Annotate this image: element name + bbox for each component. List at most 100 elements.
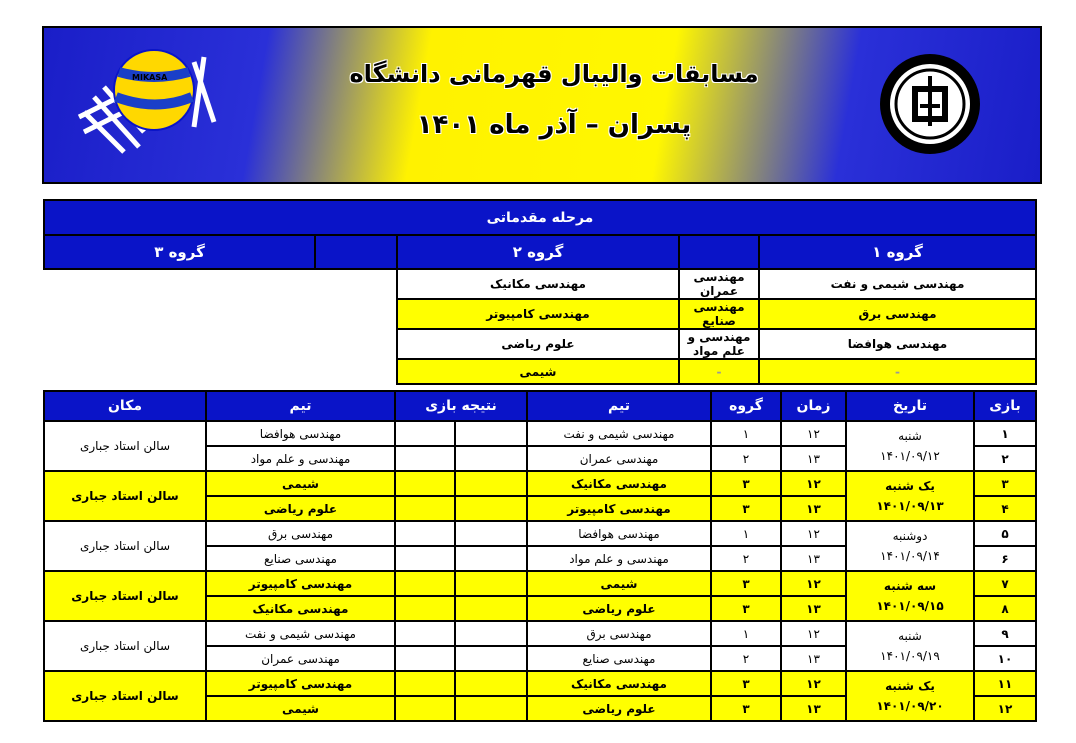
result-team2-cell[interactable] (394, 445, 456, 472)
ball-brand: MIKASA (132, 73, 168, 82)
time-cell: ۱۳ (780, 545, 847, 572)
column-header: مکان (43, 390, 207, 422)
result-team1-cell[interactable] (454, 570, 528, 597)
group-cell: ۲ (710, 545, 782, 572)
group-cell: ۱ (710, 520, 782, 547)
group-cell: ۲ (710, 645, 782, 672)
venue-cell: سالن استاد جباری (43, 570, 207, 622)
team2-cell: مهندسی عمران (205, 645, 396, 672)
result-team2-cell[interactable] (394, 495, 456, 522)
result-team1-cell[interactable] (454, 620, 528, 647)
column-header: نتیجه بازی (394, 390, 528, 422)
group-cell: ۳ (710, 695, 782, 722)
team1-cell: مهندسی و علم مواد (526, 545, 712, 572)
prelim-groups-table: مرحله مقدماتی گروه ۱ گروه ۲ گروه ۳ مهندس… (43, 199, 1037, 385)
date-cell: دوشنبه ۱۴۰۱/۰۹/۱۴ (845, 520, 975, 572)
group-cell: ۳ (710, 670, 782, 697)
team2-cell: مهندسی کامپیوتر (205, 570, 396, 597)
date-cell: سه شنبه ۱۴۰۱/۰۹/۱۵ (845, 570, 975, 622)
result-team2-cell[interactable] (394, 420, 456, 447)
spacer (678, 234, 760, 270)
table-row: ۷ سه شنبه ۱۴۰۱/۰۹/۱۵ ۱۲ ۳ شیمی مهندسی کامپیوتر… (43, 570, 1037, 622)
result-team1-cell[interactable] (454, 470, 528, 497)
day-name: شنبه (898, 629, 922, 643)
group-3-header: گروه ۳ (43, 234, 316, 270)
group-cell: ۳ (710, 570, 782, 597)
result-team2-cell[interactable] (394, 695, 456, 722)
university-emblem-logo (880, 54, 980, 154)
group-team-cell: مهندسی برق (758, 298, 1037, 330)
team2-cell: مهندسی شیمی و نفت (205, 620, 396, 647)
game-number: ۵ (973, 520, 1037, 547)
result-team1-cell[interactable] (454, 445, 528, 472)
result-team1-cell[interactable] (454, 595, 528, 622)
result-team2-cell[interactable] (394, 620, 456, 647)
table-row: ۶ ۱۳ ۲ مهندسی و علم مواد مهندسی صنایع (44, 545, 1037, 572)
table-row: ۳ یک شنبه ۱۴۰۱/۰۹/۱۳ ۱۲ ۳ مهندسی مکانیک شیمی سا… (43, 470, 1037, 522)
time-cell: ۱۲ (780, 420, 847, 447)
date: ۱۴۰۱/۰۹/۱۵ (876, 599, 944, 613)
spacer (314, 234, 398, 270)
group-team-cell: مهندسی هوافضا (758, 328, 1037, 360)
date: ۱۴۰۱/۰۹/۱۳ (876, 499, 944, 513)
time-cell: ۱۲ (780, 470, 847, 497)
time-cell: ۱۳ (780, 595, 847, 622)
team2-cell: شیمی (205, 695, 396, 722)
team1-cell: مهندسی کامپیوتر (526, 495, 712, 522)
header-banner: مسابقات والیبال قهرمانی دانشگاه پسران – … (42, 26, 1042, 184)
group-team-cell: مهندسی کامپیوتر (396, 298, 680, 330)
team1-cell: مهندسی شیمی و نفت (526, 420, 712, 447)
group-team-cell: مهندسی مکانیک (396, 268, 680, 300)
date-cell: یک شنبه ۱۴۰۱/۰۹/۱۳ (845, 470, 975, 522)
game-number: ۲ (973, 445, 1037, 472)
game-number: ۶ (973, 545, 1037, 572)
result-team2-cell[interactable] (394, 520, 456, 547)
table-row: ۱۱ یک شنبه ۱۴۰۱/۰۹/۲۰ ۱۲ ۳ مهندسی مکانیک مهندس… (43, 670, 1037, 722)
game-number: ۹ (973, 620, 1037, 647)
venue-cell: سالن استاد جباری (43, 420, 207, 472)
result-team1-cell[interactable] (454, 420, 528, 447)
venue-cell: سالن استاد جباری (43, 470, 207, 522)
group-team-cell: - (678, 358, 760, 385)
team1-cell: مهندسی مکانیک (526, 470, 712, 497)
group-cell: ۱ (710, 420, 782, 447)
game-number: ۱ (973, 420, 1037, 447)
banner-title: مسابقات والیبال قهرمانی دانشگاه (349, 60, 759, 88)
game-number: ۴ (973, 495, 1037, 522)
group-1-header: گروه ۱ (758, 234, 1037, 270)
result-team1-cell[interactable] (454, 670, 528, 697)
game-number: ۱۰ (973, 645, 1037, 672)
time-cell: ۱۳ (780, 695, 847, 722)
group-2-header: گروه ۲ (396, 234, 680, 270)
team2-cell: مهندسی برق (205, 520, 396, 547)
time-cell: ۱۲ (780, 520, 847, 547)
result-team1-cell[interactable] (454, 695, 528, 722)
result-team2-cell[interactable] (394, 645, 456, 672)
result-team2-cell[interactable] (394, 570, 456, 597)
result-team2-cell[interactable] (394, 595, 456, 622)
result-team1-cell[interactable] (454, 545, 528, 572)
result-team2-cell[interactable] (394, 545, 456, 572)
game-number: ۷ (973, 570, 1037, 597)
date-cell: یک شنبه ۱۴۰۱/۰۹/۲۰ (845, 670, 975, 722)
column-header: زمان (780, 390, 847, 422)
team2-cell: مهندسی مکانیک (205, 595, 396, 622)
result-team1-cell[interactable] (454, 520, 528, 547)
date-cell: شنبه ۱۴۰۱/۰۹/۱۲ (845, 420, 975, 472)
time-cell: ۱۲ (780, 670, 847, 697)
group-cell: ۲ (710, 445, 782, 472)
result-team2-cell[interactable] (394, 470, 456, 497)
column-header: تیم (526, 390, 712, 422)
result-team2-cell[interactable] (394, 670, 456, 697)
time-cell: ۱۳ (780, 445, 847, 472)
day-name: شنبه (898, 429, 922, 443)
result-team1-cell[interactable] (454, 645, 528, 672)
group-team-cell: مهندسی عمران (678, 268, 760, 300)
group-team-cell: شیمی (396, 358, 680, 385)
group-cell: ۳ (710, 595, 782, 622)
time-cell: ۱۳ (780, 645, 847, 672)
group-team-cell: - (758, 358, 1037, 385)
result-team1-cell[interactable] (454, 495, 528, 522)
team1-cell: علوم ریاضی (526, 695, 712, 722)
